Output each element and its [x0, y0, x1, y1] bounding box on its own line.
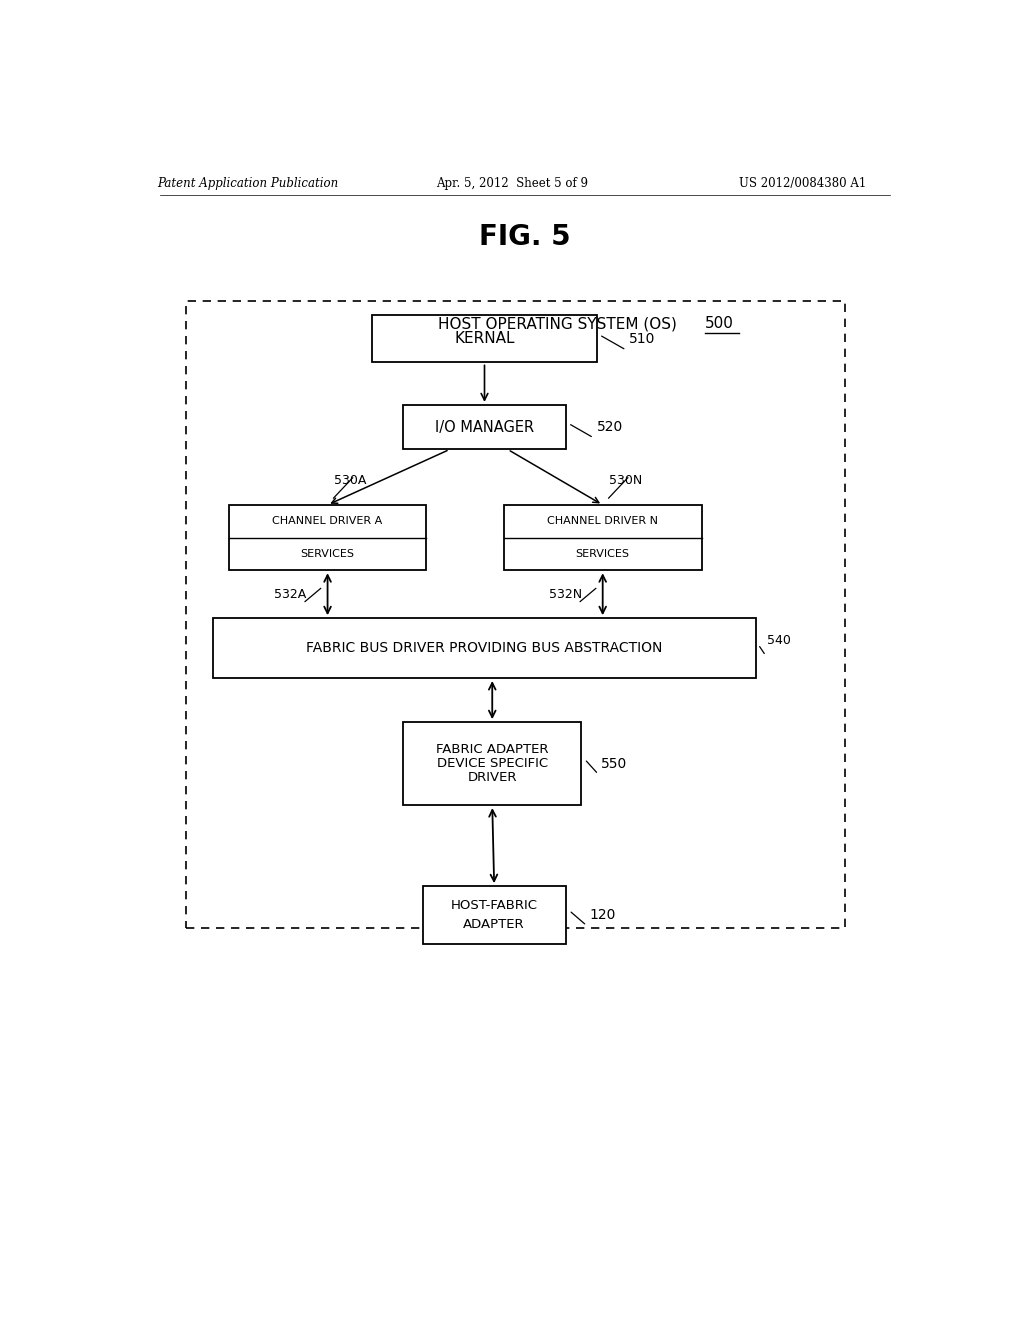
Text: 532A: 532A: [274, 587, 306, 601]
Text: Apr. 5, 2012  Sheet 5 of 9: Apr. 5, 2012 Sheet 5 of 9: [435, 177, 588, 190]
Text: 520: 520: [597, 420, 624, 434]
Bar: [403, 405, 566, 450]
Text: FIG. 5: FIG. 5: [479, 223, 570, 251]
Bar: [423, 886, 566, 944]
Text: 120: 120: [589, 908, 615, 921]
Text: 532N: 532N: [549, 587, 582, 601]
Text: 530N: 530N: [609, 474, 642, 487]
Text: SERVICES: SERVICES: [575, 549, 630, 558]
Bar: [372, 314, 597, 363]
Text: DEVICE SPECIFIC: DEVICE SPECIFIC: [436, 758, 548, 770]
Text: US 2012/0084380 A1: US 2012/0084380 A1: [738, 177, 866, 190]
Bar: [504, 506, 701, 570]
Text: 530A: 530A: [334, 474, 367, 487]
Text: FABRIC ADAPTER: FABRIC ADAPTER: [436, 743, 549, 756]
Bar: [403, 722, 582, 805]
Text: HOST OPERATING SYSTEM (OS): HOST OPERATING SYSTEM (OS): [438, 317, 682, 331]
Text: Patent Application Publication: Patent Application Publication: [158, 177, 339, 190]
Text: KERNAL: KERNAL: [455, 331, 515, 346]
Text: HOST-FABRIC: HOST-FABRIC: [451, 899, 538, 912]
Text: CHANNEL DRIVER N: CHANNEL DRIVER N: [547, 516, 658, 527]
Bar: [228, 506, 426, 570]
Text: 540: 540: [767, 634, 792, 647]
Bar: [213, 618, 756, 678]
Text: FABRIC BUS DRIVER PROVIDING BUS ABSTRACTION: FABRIC BUS DRIVER PROVIDING BUS ABSTRACT…: [306, 642, 663, 655]
Text: ADAPTER: ADAPTER: [464, 917, 525, 931]
Text: 500: 500: [706, 317, 734, 331]
Text: DRIVER: DRIVER: [468, 771, 517, 784]
Text: SERVICES: SERVICES: [301, 549, 354, 558]
Text: I/O MANAGER: I/O MANAGER: [435, 420, 535, 434]
Text: CHANNEL DRIVER A: CHANNEL DRIVER A: [272, 516, 383, 527]
Text: 510: 510: [630, 331, 655, 346]
Text: 550: 550: [601, 756, 627, 771]
Bar: [186, 301, 845, 928]
